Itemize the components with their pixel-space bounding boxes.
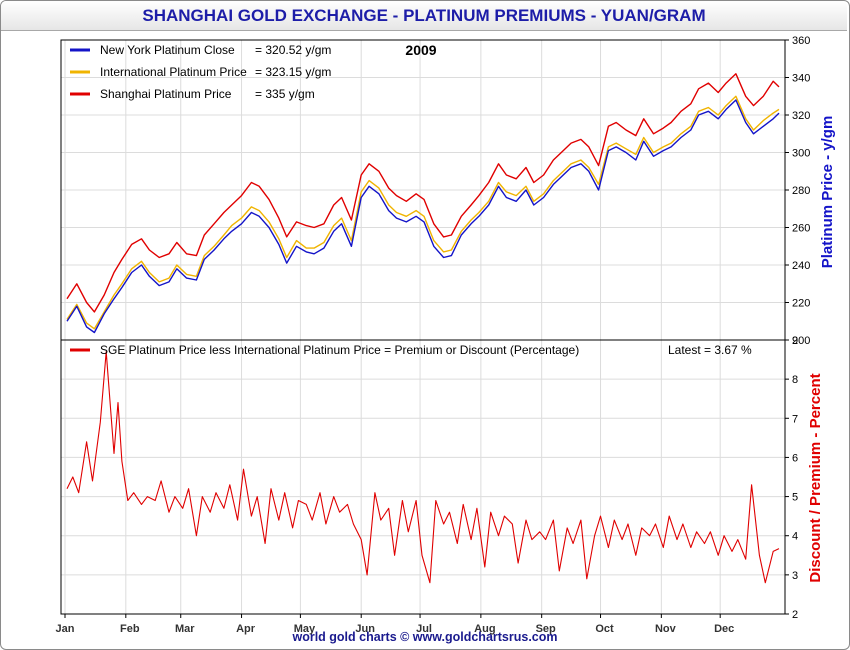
legend-new-york-label: New York Platinum Close [100, 43, 235, 57]
series-line-shanghai [66, 73, 780, 313]
legend-shanghai-value: = 335 y/gm [255, 87, 315, 101]
chart-title: SHANGHAI GOLD EXCHANGE - PLATINUM PREMIU… [1, 1, 847, 31]
legend-premium-label: SGE Platinum Price less International Pl… [100, 343, 579, 357]
premium-tick-label: 2 [792, 609, 798, 621]
legend-international-label: International Platinum Price [100, 65, 247, 79]
price-tick-label: 240 [792, 260, 810, 272]
month-label: Mar [175, 623, 195, 635]
price-tick-label: 320 [792, 110, 810, 122]
price-tick-label: 280 [792, 185, 810, 197]
premium-tick-label: 9 [792, 335, 798, 347]
premium-tick-label: 8 [792, 374, 798, 386]
month-label: Sep [536, 623, 556, 635]
plot-background [61, 40, 785, 614]
series-line-new-york [66, 99, 780, 334]
premium-tick-label: 7 [792, 413, 798, 425]
footer-credit: world gold charts © www.goldchartsrus.co… [292, 630, 558, 644]
month-label: Aug [474, 623, 495, 635]
price-tick-label: 220 [792, 298, 810, 310]
premium-tick-label: 5 [792, 492, 798, 504]
series-line-premium [66, 351, 780, 584]
latest-value-label: Latest = 3.67 % [668, 343, 752, 357]
price-tick-label: 340 [792, 73, 810, 85]
legend-international-value: = 323.15 y/gm [255, 65, 331, 79]
premium-axis-title: Discount / Premium - Percent [807, 373, 824, 582]
month-label: Feb [120, 623, 140, 635]
premium-tick-label: 3 [792, 570, 798, 582]
month-label: Oct [595, 623, 614, 635]
month-label: Jul [416, 623, 432, 635]
month-label: May [294, 623, 316, 635]
price-tick-label: 260 [792, 223, 810, 235]
price-tick-label: 360 [792, 35, 810, 47]
month-label: Dec [714, 623, 734, 635]
price-tick-label: 200 [792, 335, 810, 347]
series-line-international [66, 95, 780, 330]
premium-tick-label: 4 [792, 531, 798, 543]
year-label: 2009 [405, 42, 436, 58]
month-label: Jun [355, 623, 375, 635]
month-label: Jan [56, 623, 75, 635]
month-label: Apr [236, 623, 256, 635]
premium-tick-label: 6 [792, 452, 798, 464]
month-label: Nov [655, 623, 677, 635]
legend-new-york-value: = 320.52 y/gm [255, 43, 331, 57]
premium-panel-border [60, 339, 786, 615]
price-tick-label: 300 [792, 148, 810, 160]
legend-shanghai-label: Shanghai Platinum Price [100, 87, 232, 101]
price-axis-title: Platinum Price - y/gm [819, 116, 836, 269]
